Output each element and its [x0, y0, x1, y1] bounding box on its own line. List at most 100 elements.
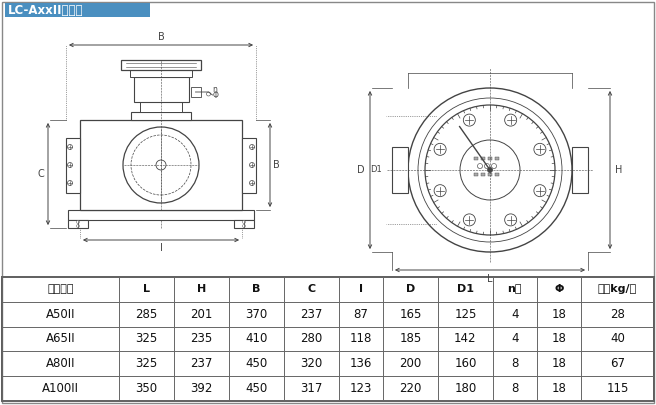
Circle shape	[123, 127, 199, 203]
Circle shape	[68, 145, 73, 149]
Text: I: I	[159, 243, 163, 253]
Text: 18: 18	[551, 357, 566, 370]
Text: B: B	[157, 32, 165, 42]
Circle shape	[463, 214, 476, 226]
Bar	[131, 112, 191, 120]
Bar	[66, 138, 80, 192]
Circle shape	[434, 185, 446, 197]
Text: L: L	[143, 284, 150, 294]
Text: 200: 200	[400, 357, 422, 370]
Bar	[68, 220, 88, 228]
Text: 450: 450	[245, 382, 268, 395]
Text: Φ: Φ	[554, 284, 564, 294]
Text: 公称通径: 公称通径	[47, 284, 74, 294]
Text: B: B	[253, 284, 261, 294]
Bar	[392, 147, 408, 193]
Text: 重量kg/台: 重量kg/台	[598, 284, 637, 294]
Bar	[80, 120, 242, 210]
Text: H: H	[615, 165, 623, 175]
Text: 325: 325	[136, 333, 158, 345]
Text: 87: 87	[354, 308, 369, 321]
Text: 201: 201	[190, 308, 213, 321]
Text: 18: 18	[551, 333, 566, 345]
Bar	[134, 77, 188, 102]
Text: 285: 285	[136, 308, 158, 321]
Text: 237: 237	[300, 308, 323, 321]
Text: 28: 28	[610, 308, 625, 321]
Bar	[2, 277, 654, 401]
Circle shape	[418, 98, 562, 242]
Text: 125: 125	[454, 308, 476, 321]
Bar	[121, 60, 201, 70]
Text: 18: 18	[551, 382, 566, 395]
Circle shape	[504, 214, 517, 226]
Bar	[68, 210, 254, 220]
Bar	[474, 156, 478, 160]
Text: A65II: A65II	[46, 333, 75, 345]
Circle shape	[77, 220, 79, 224]
Text: 410: 410	[245, 333, 268, 345]
Text: 165: 165	[400, 308, 422, 321]
Circle shape	[68, 181, 73, 185]
Bar	[140, 102, 182, 112]
Text: A50II: A50II	[46, 308, 75, 321]
Text: 160: 160	[454, 357, 476, 370]
Text: n个: n个	[508, 284, 522, 294]
Circle shape	[408, 88, 572, 252]
Text: 115: 115	[606, 382, 628, 395]
Circle shape	[243, 220, 245, 224]
Circle shape	[434, 143, 446, 156]
Bar	[5, 3, 150, 17]
Text: 4: 4	[511, 308, 518, 321]
Text: 4: 4	[511, 333, 518, 345]
Bar	[495, 173, 499, 175]
Text: 142: 142	[454, 333, 477, 345]
Circle shape	[463, 114, 476, 126]
Circle shape	[156, 160, 166, 170]
Text: 40: 40	[610, 333, 625, 345]
Circle shape	[68, 162, 73, 168]
Text: 450: 450	[245, 357, 268, 370]
Text: 180: 180	[454, 382, 476, 395]
Text: H: H	[197, 284, 206, 294]
Text: C: C	[308, 284, 316, 294]
Circle shape	[207, 92, 211, 96]
Circle shape	[534, 185, 546, 197]
Text: 317: 317	[300, 382, 323, 395]
Text: C: C	[37, 169, 44, 179]
Text: 67: 67	[610, 357, 625, 370]
Bar	[495, 156, 499, 160]
Circle shape	[478, 164, 483, 168]
Circle shape	[485, 164, 489, 168]
Text: D: D	[406, 284, 415, 294]
Bar	[190, 87, 201, 97]
Circle shape	[534, 143, 546, 156]
Bar	[130, 70, 192, 77]
Circle shape	[249, 145, 255, 149]
Circle shape	[249, 181, 255, 185]
Bar	[488, 156, 492, 160]
Text: 18: 18	[551, 308, 566, 321]
Text: 370: 370	[245, 308, 268, 321]
Text: B: B	[273, 160, 279, 170]
Bar	[478, 164, 482, 168]
Bar	[572, 147, 588, 193]
Text: 325: 325	[136, 357, 158, 370]
Text: D: D	[358, 165, 365, 175]
Bar	[481, 156, 485, 160]
Circle shape	[77, 224, 79, 228]
Bar	[485, 164, 489, 168]
Bar	[474, 173, 478, 175]
Text: 8: 8	[511, 382, 518, 395]
Text: 8: 8	[511, 357, 518, 370]
Circle shape	[460, 140, 520, 200]
Text: D1: D1	[457, 284, 474, 294]
Text: 392: 392	[190, 382, 213, 395]
Text: 320: 320	[300, 357, 323, 370]
Bar	[488, 173, 492, 175]
Bar	[492, 164, 496, 168]
Circle shape	[425, 105, 555, 235]
Circle shape	[249, 162, 255, 168]
Circle shape	[491, 164, 497, 168]
Text: 350: 350	[136, 382, 157, 395]
